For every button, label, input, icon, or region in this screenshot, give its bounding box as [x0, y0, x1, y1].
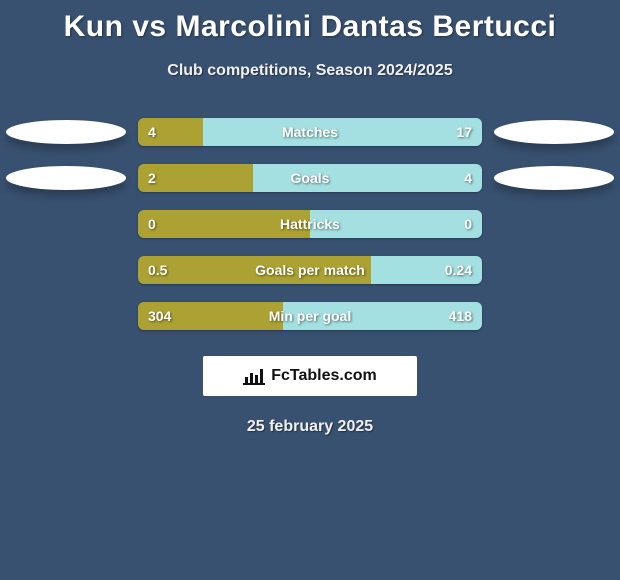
- stat-value-right: 0: [464, 216, 472, 232]
- stat-row: Goals per match 0.5 0.24: [0, 256, 620, 284]
- stat-label: Min per goal: [269, 308, 351, 324]
- bar-chart-icon: [243, 367, 265, 385]
- stat-bar: Goals per match 0.5 0.24: [138, 256, 482, 284]
- stat-value-right: 17: [456, 124, 472, 140]
- stat-bar: Matches 4 17: [138, 118, 482, 146]
- stats-container: Matches 4 17 Goals 2 4 Hattricks 0 0 Goals per ma…: [0, 118, 620, 330]
- stat-bar: Hattricks 0 0: [138, 210, 482, 238]
- footer-date: 25 february 2025: [0, 418, 620, 436]
- stat-bar-right-segment: [253, 164, 482, 192]
- site-badge-text: FcTables.com: [271, 367, 377, 385]
- player-right-marker: [494, 166, 614, 190]
- stat-row: Min per goal 304 418: [0, 302, 620, 330]
- stat-value-left: 0.5: [148, 262, 167, 278]
- stat-label: Goals: [291, 170, 330, 186]
- stat-bar: Goals 2 4: [138, 164, 482, 192]
- site-badge: FcTables.com: [203, 356, 417, 396]
- player-right-marker: [494, 120, 614, 144]
- stat-bar-right-segment: [203, 118, 482, 146]
- stat-row: Matches 4 17: [0, 118, 620, 146]
- stat-value-left: 0: [148, 216, 156, 232]
- stat-row: Hattricks 0 0: [0, 210, 620, 238]
- player-left-marker: [6, 166, 126, 190]
- page-subtitle: Club competitions, Season 2024/2025: [0, 62, 620, 80]
- player-left-marker: [6, 120, 126, 144]
- stat-label: Goals per match: [255, 262, 365, 278]
- stat-value-left: 304: [148, 308, 171, 324]
- stat-value-left: 4: [148, 124, 156, 140]
- stat-label: Hattricks: [280, 216, 340, 232]
- page-title: Kun vs Marcolini Dantas Bertucci: [0, 0, 620, 44]
- stat-label: Matches: [282, 124, 338, 140]
- stat-row: Goals 2 4: [0, 164, 620, 192]
- stat-bar: Min per goal 304 418: [138, 302, 482, 330]
- stat-value-left: 2: [148, 170, 156, 186]
- stat-value-right: 0.24: [445, 262, 472, 278]
- stat-value-right: 4: [464, 170, 472, 186]
- stat-value-right: 418: [449, 308, 472, 324]
